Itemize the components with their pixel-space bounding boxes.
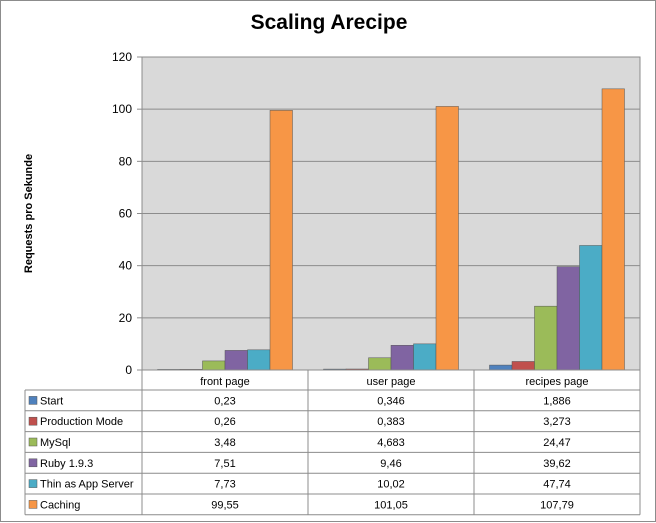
- legend-label: Production Mode: [40, 416, 123, 428]
- data-table-cell: 107,79: [540, 499, 574, 511]
- data-table-cell: 9,46: [380, 458, 401, 470]
- y-tick-label: 40: [119, 259, 133, 273]
- legend-label: Start: [40, 395, 63, 407]
- data-table-cell: 3,48: [214, 437, 235, 449]
- bar: [489, 364, 513, 371]
- bar: [579, 245, 603, 371]
- bar: [224, 350, 248, 371]
- bar: [511, 361, 535, 371]
- bar: [435, 106, 459, 371]
- legend-key: [28, 437, 38, 447]
- data-table-cell: 7,51: [214, 458, 235, 470]
- bar: [534, 305, 558, 371]
- bar: [202, 360, 226, 371]
- bar: [368, 357, 392, 371]
- data-table-cell: 39,62: [543, 458, 571, 470]
- legend-key: [28, 500, 38, 509]
- data-table-cell: 1,886: [543, 395, 571, 407]
- data-table-cell: 0,26: [214, 416, 235, 428]
- legend-key: [28, 396, 38, 405]
- y-tick-label: 60: [119, 207, 133, 221]
- data-table-cell: 10,02: [377, 479, 405, 491]
- y-tick-label: 80: [119, 154, 133, 168]
- chart-title: Scaling Arecipe: [250, 11, 408, 34]
- category-label: front page: [200, 376, 250, 388]
- y-tick-label: 120: [112, 50, 132, 64]
- legend-label: MySql: [40, 437, 71, 449]
- data-table-cell: 0,23: [214, 395, 235, 407]
- legend-label: Ruby 1.9.3: [40, 458, 93, 470]
- legend-label: Caching: [40, 499, 80, 511]
- category-label: user page: [367, 376, 416, 388]
- data-table-cell: 0,383: [377, 416, 405, 428]
- category-label: recipes page: [526, 376, 589, 388]
- data-table-cell: 0,346: [377, 395, 405, 407]
- y-tick-label: 0: [125, 363, 132, 377]
- data-table-cell: 101,05: [374, 499, 408, 511]
- data-table-cell: 4,683: [377, 437, 405, 449]
- data-table-cell: 47,74: [543, 479, 571, 491]
- legend-key: [28, 479, 38, 488]
- y-axis-label: Requests pro Sekunde: [23, 154, 35, 273]
- data-table-cell: 99,55: [211, 499, 239, 511]
- bar: [390, 345, 414, 371]
- y-tick-label: 100: [112, 102, 132, 116]
- data-table-cell: 7,73: [214, 479, 235, 491]
- legend-key: [28, 416, 38, 426]
- bar: [556, 266, 580, 371]
- y-tick-label: 20: [119, 311, 133, 325]
- bar: [413, 343, 437, 371]
- legend-label: Thin as App Server: [40, 479, 134, 491]
- bar: [601, 88, 625, 371]
- bar: [247, 349, 271, 371]
- data-table-cell: 3,273: [543, 416, 571, 428]
- bar: [269, 110, 293, 371]
- legend-key: [28, 458, 38, 468]
- data-table-cell: 24,47: [543, 437, 571, 449]
